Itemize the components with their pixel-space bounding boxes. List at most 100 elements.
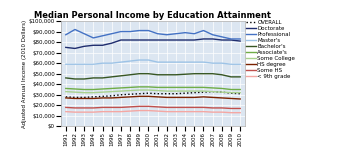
Some HS <box>146 105 150 107</box>
Line: Bachelor's: Bachelor's <box>66 74 240 79</box>
Line: Doctorate: Doctorate <box>66 39 240 48</box>
Bachelor's <box>64 77 68 79</box>
Associate's <box>137 86 141 88</box>
< 9th grade <box>137 110 141 112</box>
Doctorate <box>220 39 224 41</box>
Some College <box>192 90 196 92</box>
OVERALL <box>73 96 77 98</box>
Professional <box>229 38 233 40</box>
Associate's <box>165 87 169 88</box>
Professional <box>100 35 104 37</box>
Associate's <box>91 88 95 90</box>
Professional <box>146 30 150 32</box>
Bachelor's <box>156 74 160 76</box>
Master's <box>210 62 215 64</box>
Doctorate <box>64 46 68 48</box>
OVERALL <box>183 92 187 94</box>
Master's <box>192 61 196 63</box>
Doctorate <box>100 44 104 46</box>
Associate's <box>109 87 114 89</box>
HS degree <box>156 96 160 98</box>
Master's <box>220 62 224 64</box>
Some College <box>119 90 123 92</box>
OVERALL <box>119 94 123 96</box>
Bachelor's <box>119 75 123 77</box>
< 9th grade <box>64 111 68 113</box>
OVERALL <box>91 96 95 98</box>
< 9th grade <box>82 111 86 113</box>
Professional <box>119 31 123 33</box>
Bachelor's <box>82 78 86 80</box>
Some HS <box>183 106 187 108</box>
HS degree <box>100 97 104 99</box>
< 9th grade <box>229 112 233 114</box>
Some College <box>238 92 242 94</box>
Some College <box>100 91 104 93</box>
< 9th grade <box>210 111 215 113</box>
HS degree <box>192 96 196 98</box>
Some HS <box>165 106 169 108</box>
OVERALL <box>137 93 141 95</box>
Professional <box>174 33 178 35</box>
OVERALL <box>229 92 233 94</box>
< 9th grade <box>192 111 196 113</box>
Master's <box>82 63 86 65</box>
HS degree <box>229 98 233 99</box>
Some HS <box>210 107 215 109</box>
Some College <box>73 91 77 93</box>
Bachelor's <box>165 74 169 76</box>
Associate's <box>238 88 242 90</box>
Doctorate <box>174 39 178 41</box>
Bachelor's <box>91 77 95 79</box>
< 9th grade <box>183 111 187 113</box>
< 9th grade <box>91 111 95 113</box>
OVERALL <box>174 93 178 95</box>
HS degree <box>201 96 205 98</box>
Doctorate <box>210 38 215 40</box>
Professional <box>183 32 187 34</box>
Associate's <box>146 86 150 88</box>
Doctorate <box>192 39 196 41</box>
Bachelor's <box>210 73 215 75</box>
Some HS <box>192 106 196 108</box>
Professional <box>210 34 215 36</box>
Associate's <box>64 87 68 89</box>
HS degree <box>220 97 224 99</box>
OVERALL <box>100 95 104 97</box>
Some College <box>82 92 86 94</box>
Doctorate <box>156 39 160 41</box>
OVERALL <box>220 91 224 93</box>
Some HS <box>156 106 160 108</box>
Some HS <box>73 107 77 109</box>
Some College <box>146 89 150 91</box>
OVERALL <box>210 91 215 93</box>
Bachelor's <box>137 73 141 75</box>
Doctorate <box>229 39 233 41</box>
< 9th grade <box>156 110 160 112</box>
Doctorate <box>82 45 86 47</box>
Some HS <box>82 107 86 109</box>
Professional <box>220 36 224 38</box>
Doctorate <box>183 39 187 41</box>
Professional <box>91 37 95 39</box>
Associate's <box>73 88 77 90</box>
Y-axis label: Adjusted Annual Income (2010 Dollars): Adjusted Annual Income (2010 Dollars) <box>22 20 27 128</box>
Some College <box>165 90 169 92</box>
Professional <box>192 33 196 35</box>
< 9th grade <box>100 111 104 113</box>
Bachelor's <box>183 73 187 75</box>
Doctorate <box>238 40 242 42</box>
Some College <box>174 90 178 92</box>
Professional <box>201 30 205 32</box>
HS degree <box>119 96 123 98</box>
Some College <box>137 89 141 91</box>
OVERALL <box>165 93 169 95</box>
Some College <box>109 91 114 93</box>
Associate's <box>220 87 224 89</box>
Associate's <box>100 88 104 90</box>
OVERALL <box>64 96 68 98</box>
HS degree <box>109 97 114 99</box>
Associate's <box>210 87 215 89</box>
Some HS <box>137 105 141 107</box>
Line: OVERALL: OVERALL <box>66 92 240 97</box>
